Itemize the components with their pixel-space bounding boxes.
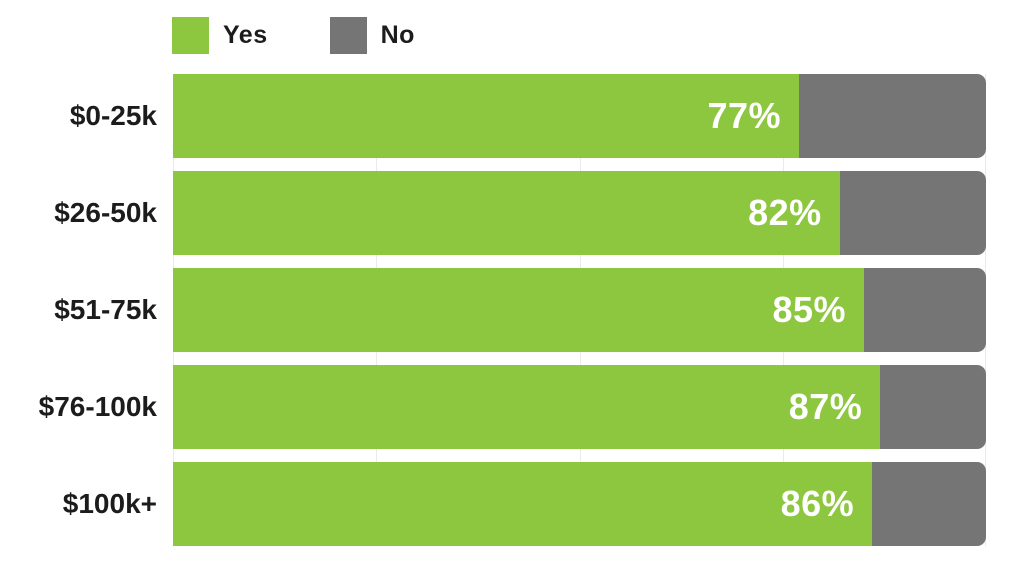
bar-segment-yes: 87% [173, 365, 881, 449]
category-label: $26-50k [54, 197, 157, 228]
bar-segment-yes: 82% [173, 171, 840, 255]
bar-segment-no [872, 462, 986, 546]
category-label: $100k+ [62, 488, 157, 519]
bar-row: $100k+ 86% [0, 462, 1024, 546]
bar-row: $26-50k 82% [0, 171, 1024, 255]
bar-rows: $0-25k 77% $26-50k 82% $51-75k 85% $76-1… [0, 74, 1024, 546]
stacked-bar: 82% [173, 171, 986, 255]
bar-row: $0-25k 77% [0, 74, 1024, 158]
bar-row: $51-75k 85% [0, 268, 1024, 352]
legend-label-yes: Yes [223, 21, 268, 49]
legend-swatch-yes [172, 17, 209, 54]
value-label: 77% [707, 95, 781, 136]
stacked-bar: 87% [173, 365, 986, 449]
legend-swatch-no [329, 17, 367, 54]
stacked-bar: 86% [173, 462, 986, 546]
category-label: $51-75k [54, 294, 157, 325]
value-label: 86% [780, 483, 855, 524]
bar-segment-yes: 77% [173, 74, 799, 158]
legend-item-no: No [329, 17, 415, 54]
stacked-bar: 77% [173, 74, 986, 158]
value-label: 82% [748, 192, 822, 233]
stacked-bar: 85% [173, 268, 986, 352]
plot-area: $0-25k 77% $26-50k 82% $51-75k 85% $76-1… [0, 74, 1024, 546]
bar-segment-no [864, 268, 986, 352]
category-label: $76-100k [38, 391, 157, 422]
bar-segment-no [880, 365, 986, 449]
category-label: $0-25k [69, 100, 157, 131]
bar-segment-yes: 85% [173, 268, 865, 352]
bar-segment-no [839, 171, 986, 255]
legend-item-yes: Yes [172, 17, 268, 54]
bar-segment-no [799, 74, 986, 158]
legend: Yes No [172, 17, 415, 54]
bar-row: $76-100k 87% [0, 365, 1024, 449]
value-label: 85% [772, 289, 847, 330]
legend-label-no: No [380, 21, 415, 49]
value-label: 87% [788, 386, 863, 427]
bar-segment-yes: 86% [173, 462, 873, 546]
